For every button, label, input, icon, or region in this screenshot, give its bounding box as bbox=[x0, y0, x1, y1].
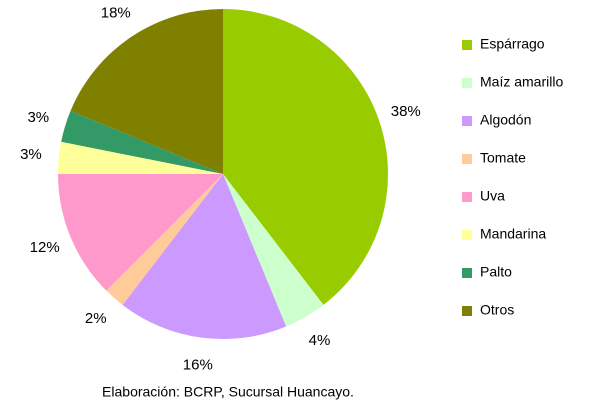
legend-label: Tomate bbox=[480, 150, 526, 166]
pie-slice bbox=[122, 174, 287, 339]
data-label: 3% bbox=[20, 146, 42, 163]
legend-swatch bbox=[462, 230, 472, 240]
legend-label: Otros bbox=[480, 302, 514, 318]
source-note: Elaboración: BCRP, Sucursal Huancayo. bbox=[102, 384, 354, 400]
legend-swatch bbox=[462, 78, 472, 88]
pie-slice bbox=[223, 174, 324, 327]
legend-swatch bbox=[462, 116, 472, 126]
pie-slice bbox=[70, 8, 223, 174]
legend-swatch bbox=[462, 154, 472, 164]
pie-slice bbox=[58, 141, 223, 174]
legend-label: Algodón bbox=[480, 112, 531, 128]
pie-slice bbox=[58, 174, 223, 291]
pie-slice bbox=[106, 174, 223, 305]
data-label: 18% bbox=[101, 4, 131, 21]
data-label: 2% bbox=[85, 310, 107, 327]
legend-swatch bbox=[462, 40, 472, 50]
legend-swatch bbox=[462, 268, 472, 278]
legend-label: Uva bbox=[480, 188, 505, 204]
legend-swatch bbox=[462, 306, 472, 316]
legend-swatch bbox=[462, 192, 472, 202]
legend-label: Palto bbox=[480, 264, 512, 280]
legend-label: Mandarina bbox=[480, 226, 546, 242]
pie-slice bbox=[223, 9, 389, 305]
data-label: 4% bbox=[309, 332, 331, 349]
legend-label: Espárrago bbox=[480, 36, 545, 52]
data-label: 3% bbox=[27, 109, 49, 126]
data-label: 16% bbox=[183, 356, 213, 373]
legend-label: Maíz amarillo bbox=[480, 74, 563, 90]
pie-slice bbox=[61, 110, 224, 174]
data-label: 38% bbox=[391, 103, 421, 120]
data-label: 12% bbox=[30, 239, 60, 256]
